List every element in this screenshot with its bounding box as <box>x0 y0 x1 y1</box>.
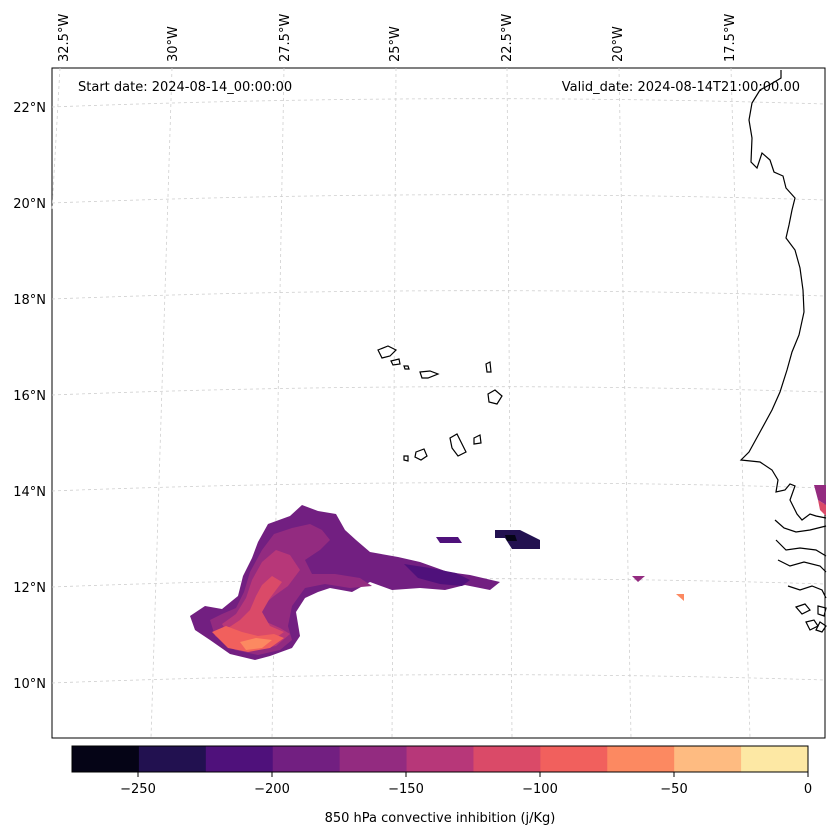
lon-label: 32.5°W <box>57 14 72 62</box>
colorbar-swatches <box>72 746 809 772</box>
lat-label: 14°N <box>13 485 46 500</box>
lon-label: 27.5°W <box>278 14 293 62</box>
parallel-10n <box>51 674 826 684</box>
meridian-17-5w <box>730 67 751 739</box>
valid-date-label: Valid_date: 2024-08-14T21:00:00.00 <box>562 80 800 95</box>
meridian-20w <box>618 67 632 739</box>
colorbar-tick-label: −100 <box>522 782 558 797</box>
meridian-22-5w <box>506 67 513 739</box>
bissagos-islands <box>794 603 827 633</box>
cin-region-speck-2 <box>676 594 684 601</box>
colorbar-swatch <box>741 746 809 772</box>
island-santo-antao <box>377 345 398 359</box>
lat-label: 18°N <box>13 293 46 308</box>
lat-label: 10°N <box>13 677 46 692</box>
parallel-18n <box>51 290 826 300</box>
colorbar-swatch <box>607 746 675 772</box>
cin-region-small-2 <box>495 530 540 549</box>
coastlines <box>377 70 827 633</box>
parallel-16n <box>51 386 826 396</box>
colorbar-swatch <box>473 746 541 772</box>
cin-region-speck-1 <box>632 576 645 582</box>
lon-label: 22.5°W <box>500 14 515 62</box>
cin-region-small-3 <box>505 535 517 541</box>
cin-region-edge-1 <box>814 485 826 505</box>
cin-region-edge-2 <box>818 500 826 516</box>
island-sal <box>485 361 492 373</box>
lon-label: 25°W <box>388 26 403 62</box>
latitude-labels: 22°N 20°N 18°N 16°N 14°N 12°N 10°N <box>13 101 46 692</box>
lon-label: 30°W <box>166 26 181 62</box>
parallel-12n <box>51 578 826 588</box>
cin-region-main-warmest <box>240 638 272 650</box>
island-boa-vista <box>487 389 503 405</box>
lat-label: 20°N <box>13 197 46 212</box>
meridian-30w <box>150 67 173 739</box>
colorbar: −250 −200 −150 −100 −50 0 850 hPa convec… <box>71 745 812 826</box>
lat-label: 12°N <box>13 581 46 596</box>
island-brava <box>403 455 409 462</box>
parallel-20n <box>51 194 826 204</box>
longitude-labels: 32.5°W 30°W 27.5°W 25°W 22.5°W 20°W 17.5… <box>57 14 738 62</box>
colorbar-border <box>71 745 809 773</box>
colorbar-swatch <box>205 746 274 772</box>
colorbar-swatch <box>406 746 474 772</box>
colorbar-tick-label: −200 <box>254 782 290 797</box>
cin-region-small-1 <box>436 537 462 543</box>
lat-label: 22°N <box>13 101 46 116</box>
cin-region-main-warm <box>212 626 284 652</box>
lon-label: 20°W <box>611 26 626 62</box>
cin-contours <box>190 485 826 660</box>
island-fogo <box>414 448 428 461</box>
parallel-22n <box>51 98 826 108</box>
colorbar-swatch <box>72 746 140 772</box>
colorbar-tick-label: −50 <box>660 782 687 797</box>
colorbar-tick-label: −250 <box>120 782 156 797</box>
colorbar-swatch <box>339 746 408 772</box>
africa-coastline <box>739 70 827 599</box>
island-sao-vicente <box>390 358 401 366</box>
cin-region-strip <box>404 564 470 586</box>
start-date-label: Start date: 2024-08-14_00:00:00 <box>78 80 292 95</box>
colorbar-swatch <box>138 746 207 772</box>
meridian-25w <box>391 67 397 739</box>
colorbar-title: 850 hPa convective inhibition (j/Kg) <box>325 811 556 826</box>
colorbar-ticks <box>137 772 809 777</box>
cin-region-main-hot <box>228 576 284 645</box>
island-sao-nicolau <box>419 370 440 379</box>
island-santiago <box>449 433 467 457</box>
colorbar-tick-label: 0 <box>804 782 812 797</box>
colorbar-swatch <box>674 746 742 772</box>
parallel-14n <box>51 482 826 492</box>
lat-label: 16°N <box>13 389 46 404</box>
lon-label: 17.5°W <box>723 14 738 62</box>
map-frame <box>51 67 826 739</box>
colorbar-tick-label: −150 <box>388 782 424 797</box>
island-santa-luzia <box>403 365 410 370</box>
colorbar-swatch <box>540 746 608 772</box>
island-maio <box>473 434 482 445</box>
colorbar-swatch <box>272 746 341 772</box>
